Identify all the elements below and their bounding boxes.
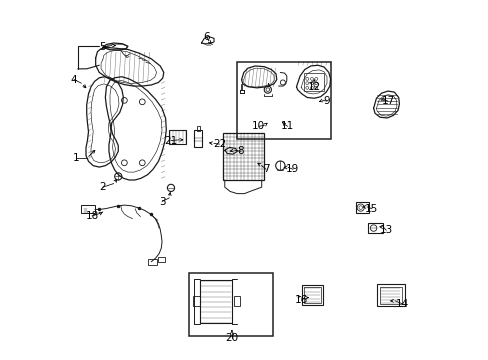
Text: 11: 11	[280, 121, 294, 131]
Bar	[376, 284, 405, 306]
Text: 17: 17	[381, 96, 394, 106]
Text: 10: 10	[252, 121, 265, 131]
Text: 20: 20	[225, 333, 238, 343]
Text: 5: 5	[100, 42, 106, 52]
Text: 22: 22	[212, 139, 225, 149]
Text: 13: 13	[379, 225, 392, 235]
Bar	[223, 134, 264, 180]
Bar	[236, 62, 330, 139]
Bar	[81, 205, 95, 213]
Text: 14: 14	[395, 299, 408, 309]
Text: 7: 7	[262, 164, 269, 174]
Text: 8: 8	[237, 146, 244, 156]
Text: 2: 2	[100, 182, 106, 192]
Bar	[304, 73, 324, 91]
Bar	[197, 126, 200, 131]
Text: 1: 1	[73, 153, 79, 163]
Bar	[355, 202, 368, 213]
Bar	[147, 259, 156, 265]
Text: 6: 6	[203, 32, 210, 41]
Text: 3: 3	[159, 197, 165, 207]
Bar	[188, 273, 273, 336]
Bar	[192, 296, 199, 306]
Bar	[301, 285, 322, 305]
Text: 12: 12	[307, 82, 321, 92]
Bar	[379, 287, 401, 304]
Text: 19: 19	[285, 164, 299, 174]
Text: 21: 21	[164, 136, 177, 145]
Bar	[303, 287, 320, 303]
Bar	[158, 257, 164, 262]
Text: 16: 16	[295, 295, 308, 305]
Bar	[199, 280, 231, 323]
Text: 18: 18	[85, 211, 99, 221]
Bar	[367, 223, 382, 233]
Text: 4: 4	[71, 75, 77, 85]
Text: 15: 15	[365, 204, 378, 214]
Text: 9: 9	[323, 96, 329, 106]
Bar	[233, 296, 240, 306]
Bar	[194, 130, 202, 147]
Bar	[169, 130, 186, 144]
